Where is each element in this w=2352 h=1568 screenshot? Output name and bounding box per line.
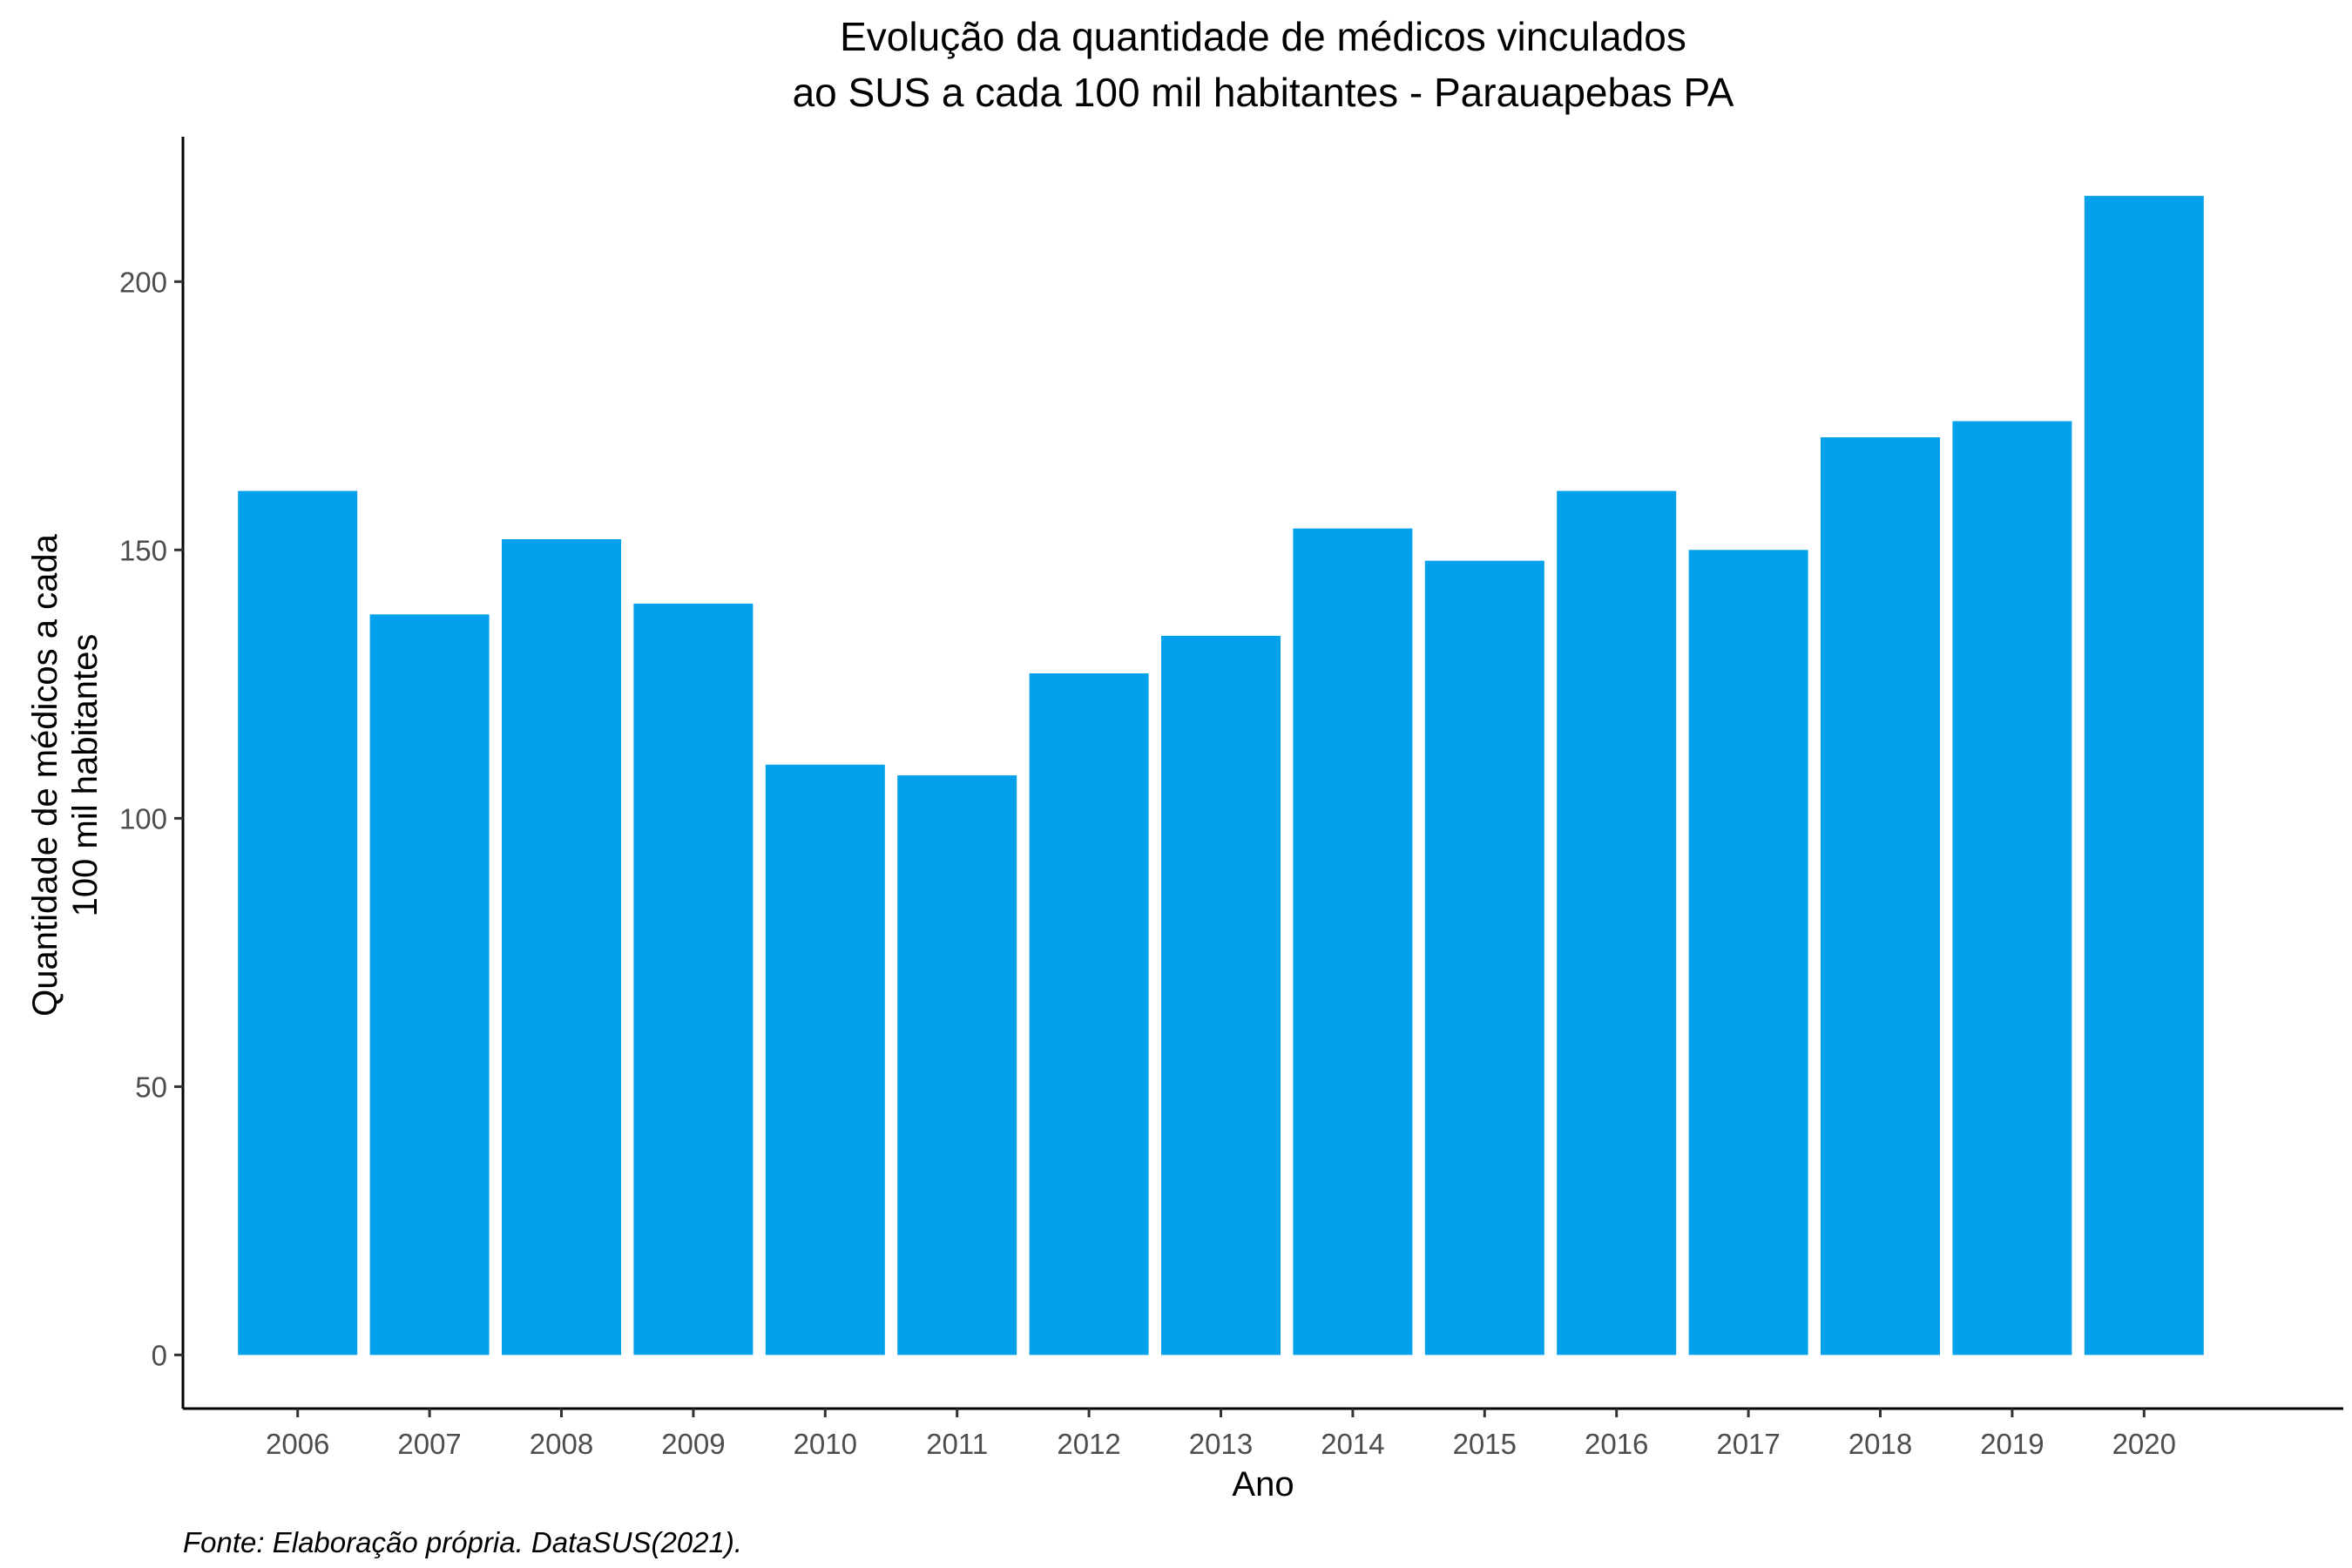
bar-2015	[1424, 560, 1544, 1355]
x-tick-label-2007: 2007	[397, 1428, 461, 1460]
bar-2013	[1161, 635, 1281, 1355]
chart-title-line-1: Evolução da quantidade de médicos vincul…	[840, 14, 1686, 59]
bar-2018	[1821, 437, 1940, 1355]
bar-2010	[765, 764, 885, 1355]
x-axis-title: Ano	[1232, 1465, 1294, 1504]
x-tick-label-2009: 2009	[661, 1428, 725, 1460]
bar-2020	[2084, 195, 2204, 1355]
y-axis-title-line-2: 100 mil habitantes	[66, 634, 105, 917]
x-tick-label-2011: 2011	[926, 1428, 988, 1460]
y-tick-label-100: 100	[119, 802, 167, 835]
x-tick-label-2012: 2012	[1057, 1428, 1120, 1460]
x-tick-label-2015: 2015	[1453, 1428, 1517, 1460]
x-tick-label-2016: 2016	[1585, 1428, 1648, 1460]
chart-title: Evolução da quantidade de médicos vincul…	[793, 14, 1734, 115]
x-tick-label-2017: 2017	[1716, 1428, 1780, 1460]
y-axis-title: Quantidade de médicos a cada 100 mil hab…	[26, 533, 105, 1016]
bar-2012	[1029, 673, 1149, 1355]
bar-2011	[897, 775, 1017, 1355]
y-tick-label-150: 150	[119, 534, 167, 566]
bar-2019	[1952, 421, 2072, 1355]
y-axis-title-line-1: Quantidade de médicos a cada	[26, 533, 64, 1016]
bar-2006	[238, 490, 358, 1355]
x-tick-label-2006: 2006	[266, 1428, 329, 1460]
source-caption: Fonte: Elaboração própria. DataSUS(2021)…	[183, 1526, 742, 1558]
bar-2017	[1688, 550, 1808, 1355]
y-tick-label-200: 200	[119, 266, 167, 298]
x-tick-label-2008: 2008	[530, 1428, 593, 1460]
x-axis-ticks: 2006 2007 2008 2009 2010 2011 2012 2013 2014 2015…	[266, 1409, 2176, 1460]
x-tick-label-2010: 2010	[794, 1428, 857, 1460]
y-axis-ticks: 0 50 100 150 200	[119, 266, 183, 1371]
bar-2007	[369, 614, 490, 1355]
x-tick-label-2019: 2019	[1980, 1428, 2044, 1460]
y-tick-label-50: 50	[135, 1071, 167, 1103]
bars-group	[238, 195, 2204, 1355]
x-tick-label-2013: 2013	[1189, 1428, 1253, 1460]
bar-2009	[633, 603, 754, 1355]
x-tick-label-2020: 2020	[2112, 1428, 2176, 1460]
bar-2008	[502, 539, 621, 1355]
x-tick-label-2014: 2014	[1321, 1428, 1384, 1460]
x-tick-label-2018: 2018	[1848, 1428, 1912, 1460]
bar-2014	[1293, 528, 1413, 1355]
y-tick-label-0: 0	[152, 1339, 167, 1371]
chart-title-line-2: ao SUS a cada 100 mil habitantes - Parau…	[793, 70, 1734, 115]
bar-2016	[1557, 490, 1677, 1355]
